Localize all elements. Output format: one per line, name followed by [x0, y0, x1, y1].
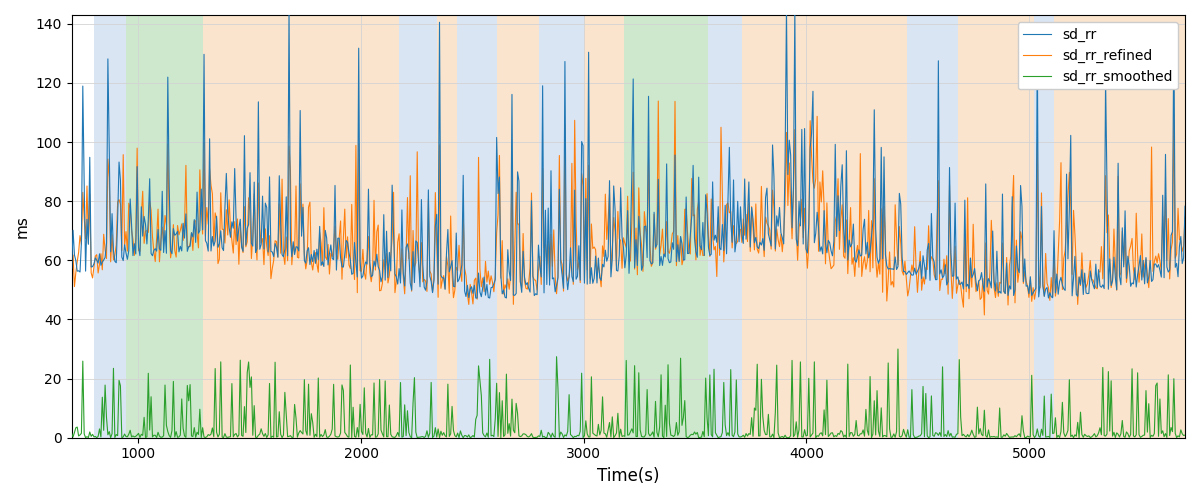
- Bar: [907, 15, 958, 438]
- Bar: [539, 15, 583, 438]
- Bar: [126, 15, 203, 438]
- sd_rr: [468, 295, 482, 301]
- sd_rr_smoothed: [1026, 432, 1040, 438]
- sd_rr_smoothed: [890, 346, 905, 352]
- sd_rr_smoothed: [713, 434, 727, 440]
- Y-axis label: ms: ms: [16, 215, 30, 238]
- Line: sd_rr_refined: sd_rr_refined: [72, 101, 1186, 315]
- Bar: [94, 15, 126, 438]
- Bar: [1054, 15, 1184, 438]
- Bar: [203, 15, 398, 438]
- Bar: [457, 15, 497, 438]
- sd_rr_refined: [911, 290, 925, 296]
- sd_rr: [65, 265, 79, 271]
- sd_rr: [776, 241, 791, 247]
- sd_rr_refined: [65, 266, 79, 272]
- Legend: sd_rr, sd_rr_refined, sd_rr_smoothed: sd_rr, sd_rr_refined, sd_rr_smoothed: [1018, 22, 1178, 90]
- sd_rr: [1026, 290, 1040, 296]
- sd_rr_refined: [713, 252, 727, 258]
- sd_rr_smoothed: [115, 434, 130, 440]
- Line: sd_rr: sd_rr: [72, 9, 1186, 298]
- sd_rr: [743, 244, 757, 250]
- Bar: [958, 15, 1033, 438]
- sd_rr_smoothed: [65, 430, 79, 436]
- sd_rr_smoothed: [775, 434, 790, 440]
- sd_rr_smoothed: [742, 430, 756, 436]
- sd_rr_smoothed: [134, 432, 149, 438]
- Line: sd_rr_smoothed: sd_rr_smoothed: [72, 349, 1186, 438]
- Bar: [398, 15, 437, 438]
- sd_rr: [912, 265, 926, 271]
- sd_rr_refined: [775, 249, 790, 255]
- sd_rr_refined: [652, 98, 666, 104]
- Bar: [437, 15, 457, 438]
- sd_rr: [282, 6, 296, 12]
- sd_rr_refined: [742, 200, 756, 206]
- Bar: [1033, 15, 1054, 438]
- sd_rr_refined: [977, 312, 991, 318]
- sd_rr_smoothed: [912, 433, 926, 439]
- Bar: [583, 15, 624, 438]
- sd_rr_refined: [133, 248, 148, 254]
- sd_rr_refined: [1026, 284, 1040, 290]
- sd_rr: [133, 252, 148, 258]
- sd_rr: [1178, 203, 1193, 209]
- Bar: [497, 15, 539, 438]
- Bar: [708, 15, 742, 438]
- X-axis label: Time(s): Time(s): [598, 467, 660, 485]
- Bar: [624, 15, 708, 438]
- sd_rr_smoothed: [1178, 432, 1193, 438]
- Bar: [742, 15, 907, 438]
- sd_rr: [714, 246, 728, 252]
- sd_rr_refined: [1178, 214, 1193, 220]
